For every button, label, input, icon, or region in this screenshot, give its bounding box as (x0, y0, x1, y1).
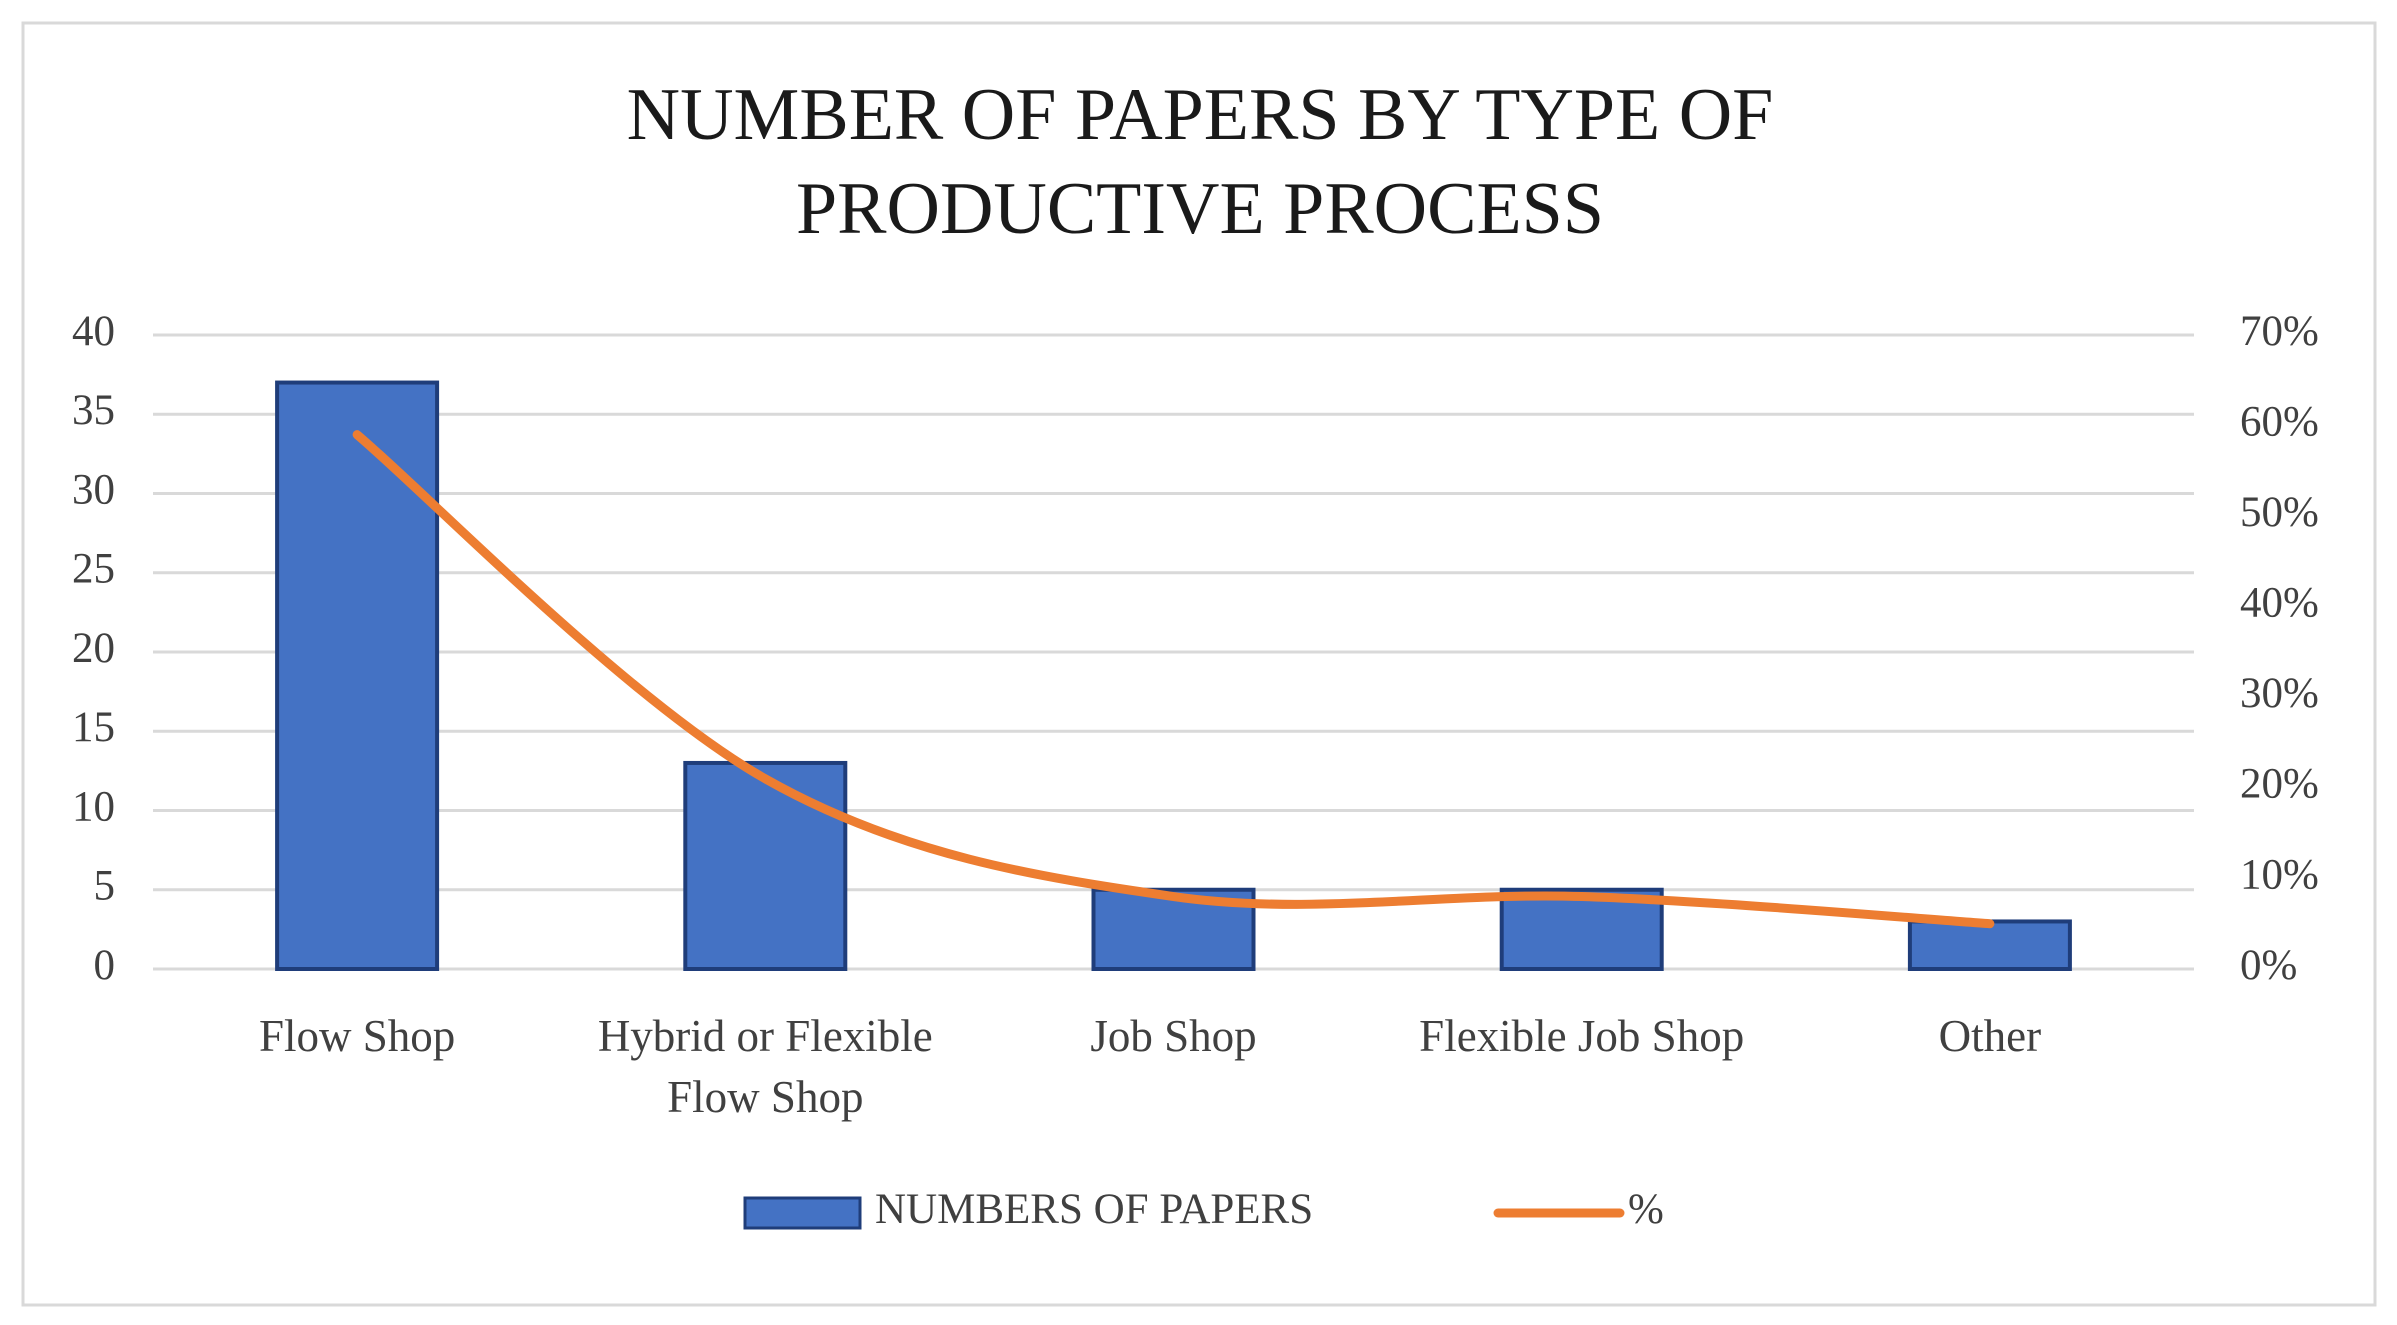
y2-tick-label: 70% (2240, 308, 2319, 355)
x-tick-label: Other (1938, 1011, 2042, 1061)
y-tick-label: 30 (72, 466, 115, 513)
y2-tick-label: 0% (2240, 942, 2297, 989)
y-tick-label: 5 (94, 863, 116, 910)
legend-swatch (743, 1196, 862, 1230)
y2-tick-label: 20% (2240, 761, 2319, 808)
y-tick-label: 15 (72, 704, 115, 751)
x-tick-label: Job Shop (1090, 1011, 1257, 1061)
y2-tick-label: 10% (2240, 851, 2319, 898)
x-tick-label: Flexible Job Shop (1419, 1011, 1745, 1061)
x-tick-label: Hybrid or Flexible Flow Shop (597, 1011, 933, 1122)
bar (683, 760, 848, 972)
line (352, 430, 1995, 929)
y-tick-label: 0 (94, 942, 116, 989)
chart-title: NUMBER OF PAPERS BY TYPE OF PRODUCTIVE P… (626, 74, 1774, 250)
y2-tick-label: 30% (2240, 670, 2319, 717)
x-tick-label: Flow Shop (258, 1011, 456, 1061)
y-tick-label: 35 (72, 387, 115, 434)
y2-tick-label: 40% (2240, 580, 2319, 627)
y-tick-label: 10 (72, 783, 115, 830)
bar (1907, 919, 2072, 972)
legend-label: % (1628, 1186, 1664, 1233)
y2-tick-label: 60% (2240, 398, 2319, 445)
y-tick-label: 40 (72, 308, 115, 355)
y-tick-label: 25 (72, 546, 115, 593)
bar (275, 380, 440, 971)
y-tick-label: 20 (72, 625, 115, 672)
y2-tick-label: 50% (2240, 489, 2319, 536)
legend-label: NUMBERS OF PAPERS (875, 1186, 1313, 1233)
